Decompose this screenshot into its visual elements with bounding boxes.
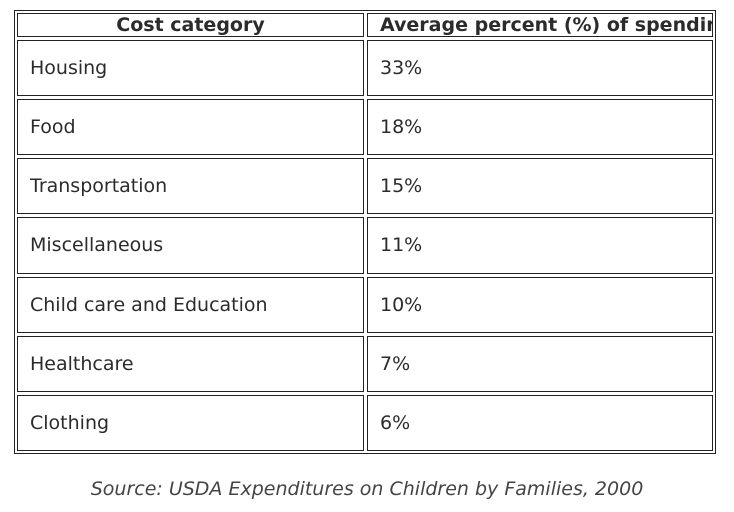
cell-category: Miscellaneous: [17, 217, 364, 274]
cell-category: Healthcare: [17, 335, 364, 392]
cell-percent: 33%: [367, 40, 713, 97]
cell-category: Child care and Education: [17, 276, 364, 333]
cell-percent: 7%: [367, 335, 713, 392]
cell-percent: 18%: [367, 99, 713, 156]
cell-percent: 11%: [367, 217, 713, 274]
table-row: Miscellaneous 11%: [17, 217, 713, 274]
cell-category: Transportation: [17, 158, 364, 215]
spending-table: Cost category Average percent (%) of spe…: [14, 10, 716, 454]
table-row: Healthcare 7%: [17, 335, 713, 392]
header-average-percent: Average percent (%) of spending: [367, 13, 713, 37]
cell-category: Food: [17, 99, 364, 156]
cell-category: Housing: [17, 40, 364, 97]
header-cost-category: Cost category: [17, 13, 364, 37]
table-row: Transportation 15%: [17, 158, 713, 215]
spending-table-container: Cost category Average percent (%) of spe…: [14, 10, 716, 454]
table-row: Clothing 6%: [17, 394, 713, 451]
cell-percent: 15%: [367, 158, 713, 215]
table-row: Food 18%: [17, 99, 713, 156]
cell-percent: 6%: [367, 394, 713, 451]
table-header-row: Cost category Average percent (%) of spe…: [17, 13, 713, 37]
table-row: Child care and Education 10%: [17, 276, 713, 333]
cell-category: Clothing: [17, 394, 364, 451]
source-caption: Source: USDA Expenditures on Children by…: [90, 478, 644, 500]
cell-percent: 10%: [367, 276, 713, 333]
table-row: Housing 33%: [17, 40, 713, 97]
